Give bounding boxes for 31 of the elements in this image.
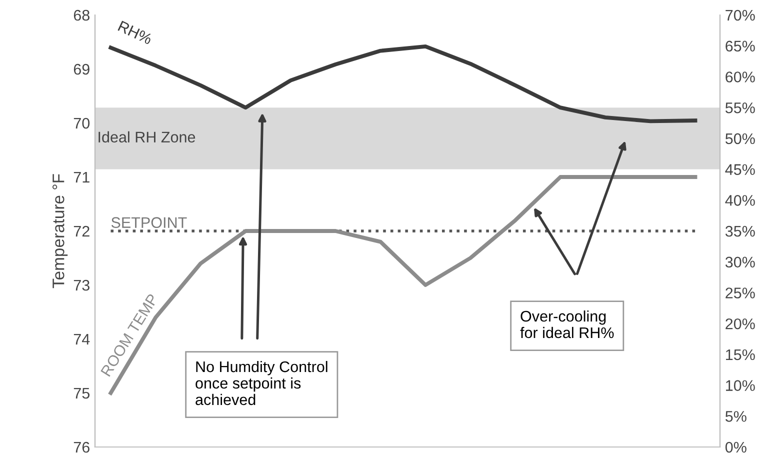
y2-tick-label: 35%: [725, 226, 755, 237]
line-series: [108, 44, 698, 124]
y2-tick-label: 20%: [726, 318, 755, 330]
y2-tick-label: 70%: [726, 10, 755, 21]
y2-tick-label: 5%: [725, 411, 746, 422]
y-tick-label: 75: [74, 388, 90, 399]
band-label: Ideal RH Zone: [98, 131, 196, 143]
y2-tick-label: 15%: [726, 349, 755, 360]
y2-tick-label: 25%: [726, 288, 755, 298]
y2-tick-label: 60%: [726, 72, 755, 82]
ref-line-label: SETPOINT: [111, 217, 187, 228]
annotation: No Humdity Control once setpoint is achieved: [196, 360, 328, 406]
y2-tick-label: 0%: [725, 442, 746, 453]
y2-tick-label: 50%: [725, 133, 755, 144]
y-tick-label: 71: [74, 172, 90, 183]
y-tick-label: 73: [74, 280, 90, 291]
y2-tick-label: 45%: [725, 164, 755, 175]
y2-tick-label: 10%: [726, 380, 755, 391]
y2-tick-label: 55%: [725, 102, 755, 114]
annotation: Over-cooling for ideal RH%: [520, 310, 614, 338]
y2-tick-label: 65%: [726, 40, 755, 52]
y-tick-label: 69: [74, 64, 90, 75]
y2-tick-label: 40%: [725, 195, 755, 206]
y-axis-title: Temperature °F: [52, 174, 68, 288]
y-tick-label: 68: [74, 10, 90, 21]
text: RH%: [118, 20, 153, 45]
y-tick-label: 70: [74, 118, 90, 129]
y2-tick-label: 30%: [725, 256, 755, 268]
y-tick-label: 76: [74, 442, 90, 453]
y-tick-label: 74: [74, 334, 90, 345]
y-tick-label: 72: [74, 226, 90, 237]
